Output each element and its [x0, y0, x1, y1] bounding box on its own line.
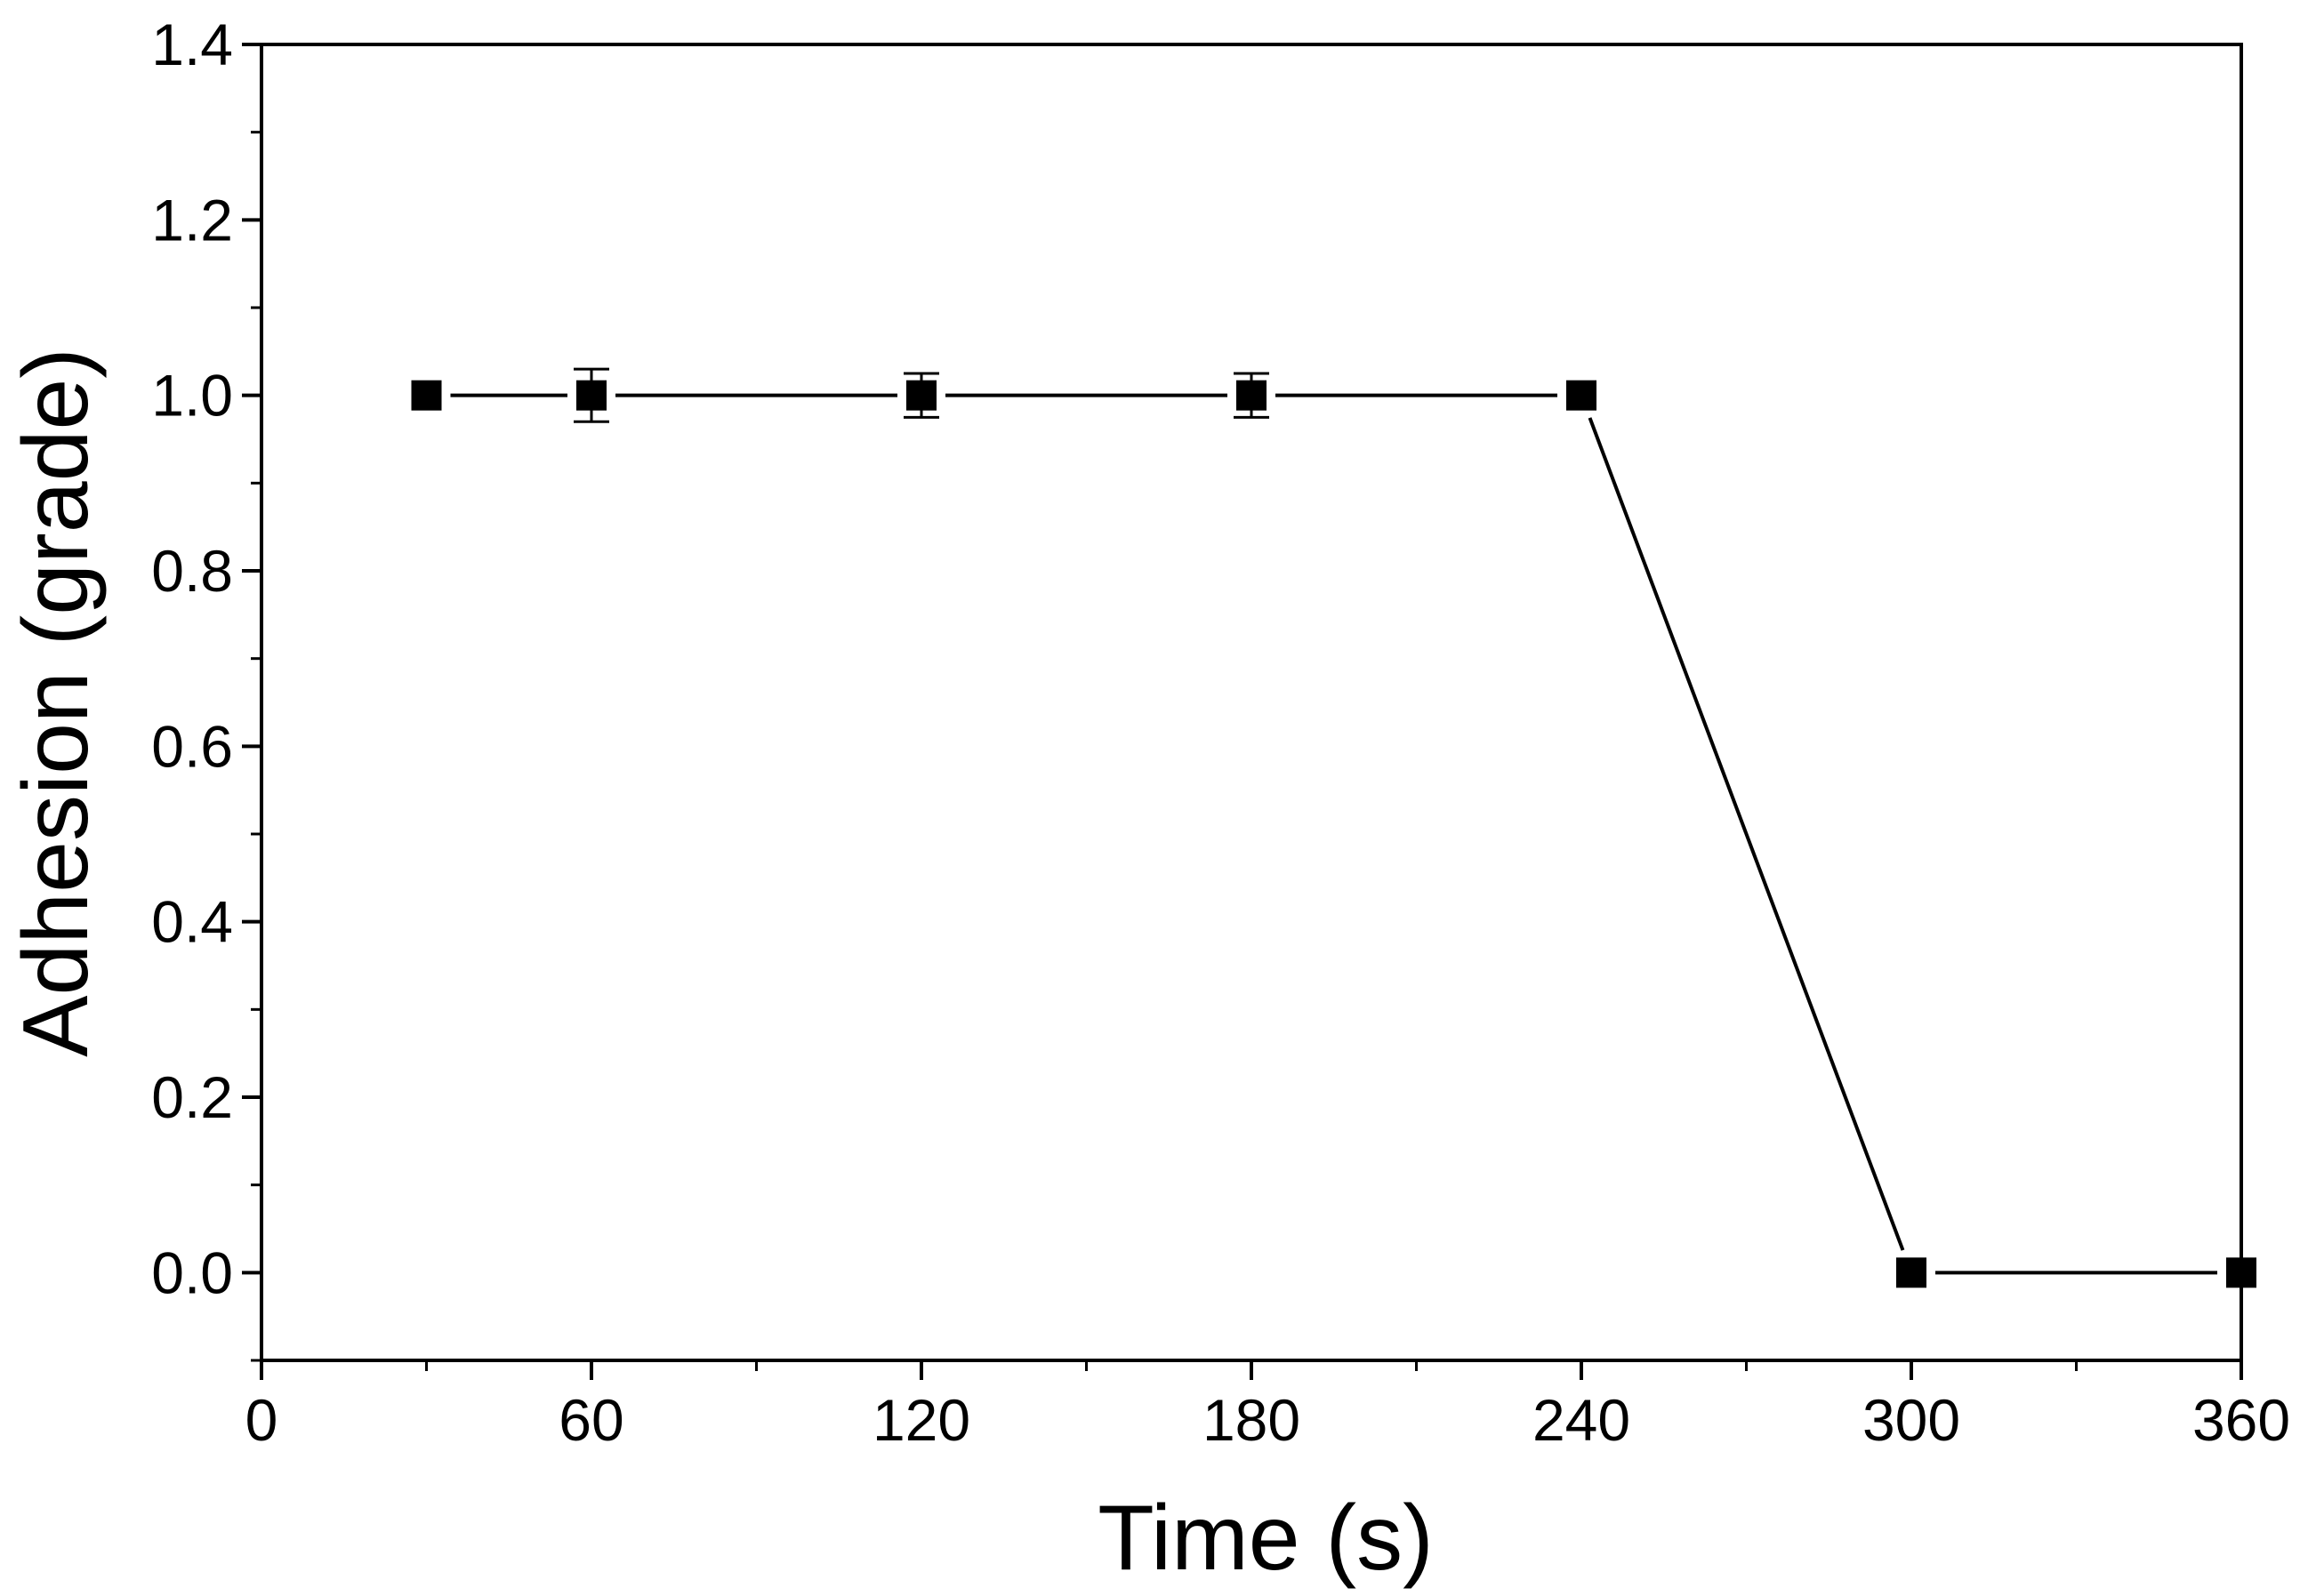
major-ticks: [242, 43, 2243, 1380]
x-tick-label: 120: [873, 1387, 970, 1453]
x-tick-label: 0: [245, 1387, 278, 1453]
series-segment: [1588, 417, 1905, 1251]
y-tick-label: 0.2: [151, 1064, 233, 1130]
x-axis-title: Time (s): [1098, 1487, 1433, 1590]
plot-frame: [260, 43, 2243, 1362]
square-marker: [1566, 380, 1596, 411]
y-axis-title: Adhesion (grade): [4, 348, 108, 1057]
y-tick-label: 0.8: [151, 538, 233, 604]
x-tick-label: 300: [1862, 1387, 1960, 1453]
y-tick-labels: 0.0 0.2 0.4 0.6 0.8 1.0 1.2 1.4: [151, 12, 233, 1305]
series-line: [450, 393, 2217, 1275]
y-tick-label: 1.4: [151, 12, 233, 77]
x-tick-label: 360: [2192, 1387, 2290, 1453]
y-tick-label: 0.4: [151, 889, 233, 955]
x-tick-label: 60: [559, 1387, 623, 1453]
square-marker: [1896, 1257, 1926, 1288]
y-tick-label: 1.2: [151, 187, 233, 253]
square-marker: [1236, 380, 1267, 411]
square-marker: [906, 380, 937, 411]
y-tick-label: 0.6: [151, 713, 233, 779]
x-tick-label: 240: [1532, 1387, 1630, 1453]
x-tick-labels: 0 60 120 180 240 300 360: [245, 1387, 2290, 1453]
data-markers: [411, 380, 2256, 1288]
y-tick-label: 1.0: [151, 363, 233, 429]
square-marker: [576, 380, 607, 411]
x-tick-label: 180: [1202, 1387, 1300, 1453]
minor-ticks: [251, 131, 2078, 1371]
y-tick-label: 0.0: [151, 1239, 233, 1305]
square-marker: [411, 380, 442, 411]
